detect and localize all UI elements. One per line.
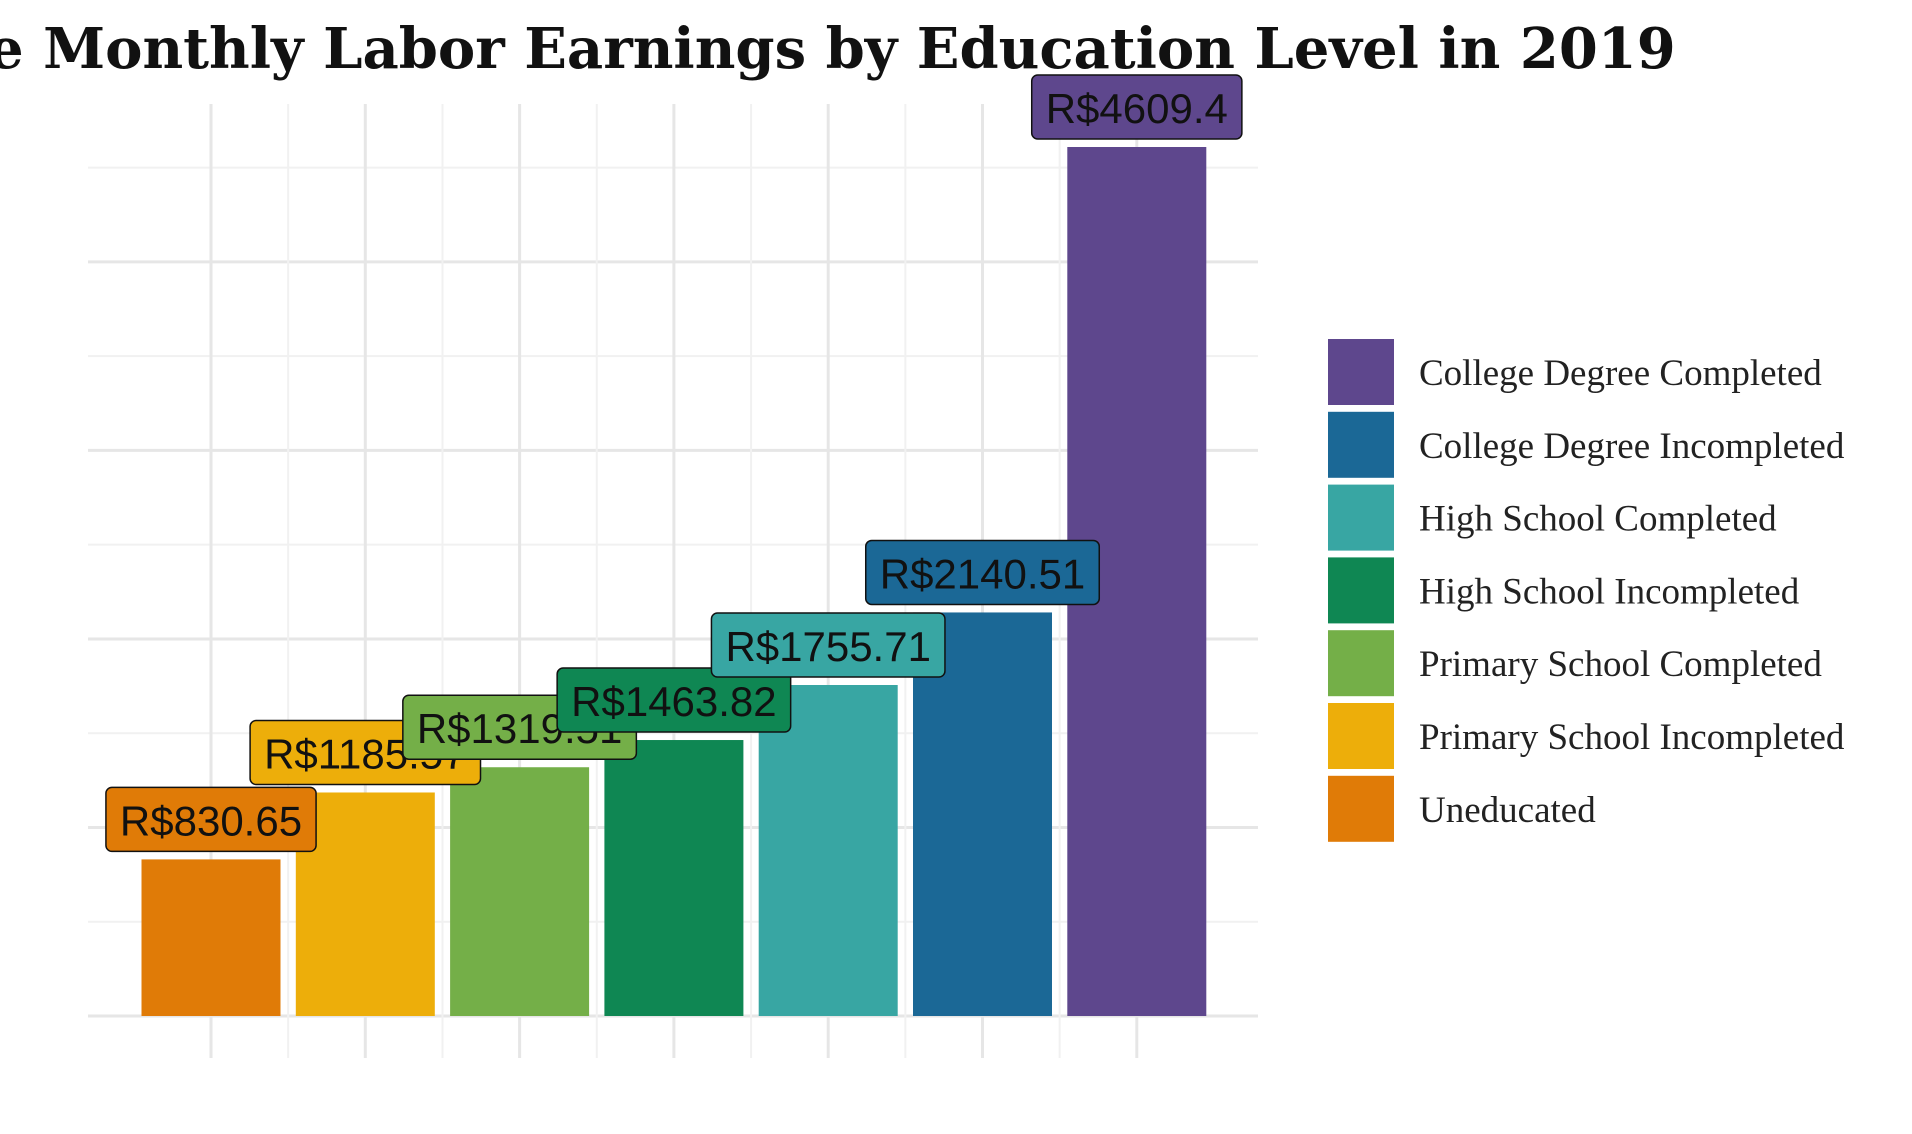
bar-4	[604, 740, 744, 1016]
legend-swatch	[1328, 630, 1394, 697]
legend-swatch	[1328, 775, 1394, 842]
legend-label: Primary School Completed	[1419, 644, 1822, 685]
bar-2	[295, 792, 435, 1016]
data-label-7: R$4609.4	[1030, 74, 1243, 140]
legend-label: Primary School Incompleted	[1419, 717, 1845, 758]
data-label-box	[556, 667, 792, 733]
data-label-text: R$830.65	[120, 797, 302, 844]
bar-6	[913, 612, 1052, 1016]
data-label-5: R$1755.71	[710, 612, 946, 678]
data-label-6: R$2140.51	[864, 539, 1101, 606]
chart-title: e Monthly Labor Earnings by Education Le…	[0, 16, 1676, 82]
legend-swatch	[1328, 557, 1394, 624]
bar-1	[141, 859, 281, 1016]
data-label-text: R$1463.82	[571, 678, 777, 725]
bars	[141, 147, 1207, 1016]
legend-swatch	[1328, 411, 1394, 478]
legend-label: Uneducated	[1419, 790, 1596, 831]
data-label-box	[864, 539, 1101, 606]
data-label-text: R$1755.71	[725, 623, 931, 670]
legend-swatch	[1328, 703, 1394, 769]
legend: College Degree Completed College Degree I…	[1328, 339, 1845, 842]
legend-label: College Degree Incompleted	[1419, 426, 1845, 467]
data-label-box	[105, 786, 317, 853]
legend-label: High School Completed	[1419, 499, 1777, 540]
legend-label: High School Incompleted	[1419, 571, 1800, 612]
legend-item: High School Incompleted	[1328, 557, 1800, 624]
legend-swatch	[1328, 339, 1394, 405]
data-label-box	[710, 612, 946, 678]
data-label-text: R$4609.4	[1046, 85, 1228, 132]
data-labels: R$830.65R$1185.57R$1319.51R$1463.82R$175…	[105, 74, 1243, 853]
data-label-4: R$1463.82	[556, 667, 792, 733]
data-label-box	[1030, 74, 1243, 140]
legend-label: College Degree Completed	[1419, 353, 1822, 394]
legend-item: Uneducated	[1328, 775, 1596, 842]
data-label-text: R$2140.51	[880, 550, 1086, 597]
legend-item: College Degree Completed	[1328, 339, 1822, 405]
data-label-1: R$830.65	[105, 786, 317, 853]
legend-item: High School Completed	[1328, 484, 1777, 551]
legend-swatch	[1328, 484, 1394, 551]
legend-item: Primary School Incompleted	[1328, 703, 1845, 769]
legend-item: College Degree Incompleted	[1328, 411, 1845, 478]
bar-3	[450, 767, 590, 1016]
bar-5	[758, 684, 898, 1016]
legend-item: Primary School Completed	[1328, 630, 1822, 697]
